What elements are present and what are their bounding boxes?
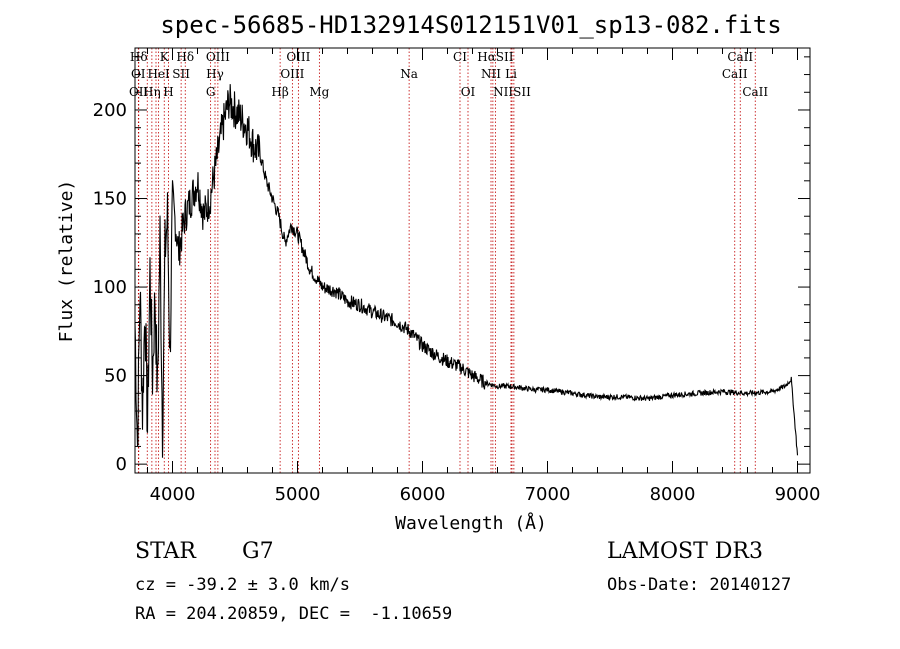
spectral-line-label: OIII <box>206 50 230 64</box>
object-class: STAR <box>135 539 196 564</box>
y-axis-label: Flux (relative) <box>56 180 77 343</box>
spectral-line-label: SII <box>172 67 190 81</box>
redshift-cz: cz = -39.2 ± 3.0 km/s <box>135 575 350 595</box>
spectral-line-label: HeI <box>147 67 170 81</box>
spectral-line-label: Na <box>400 67 418 81</box>
spectral-line-label: Hη <box>143 85 161 99</box>
spectral-line-label: CaII <box>742 85 768 99</box>
spectral-line-label: OI <box>461 85 476 99</box>
spectral-line-label: HαSII <box>477 50 514 64</box>
spectral-line-label: CI <box>453 50 467 64</box>
spectral-line-label: Hβ <box>271 85 288 99</box>
obs-date: Obs-Date: 20140127 <box>607 575 792 595</box>
y-tick-label: 200 <box>93 100 127 121</box>
y-tick-label: 150 <box>93 189 127 210</box>
survey-name: LAMOST DR3 <box>607 539 763 564</box>
x-tick-label: 5000 <box>275 484 321 505</box>
x-axis-label: Wavelength (Å) <box>395 512 547 534</box>
spectral-line-label: Hδ <box>176 50 194 64</box>
spectral-line-label: CaII <box>727 50 753 64</box>
spectral-line-label: NII <box>481 67 501 81</box>
spectral-line-label: NIISII <box>493 85 531 99</box>
chart-title: spec-56685-HD132914S012151V01_sp13-082.f… <box>160 11 781 39</box>
x-tick-label: 9000 <box>775 484 821 505</box>
ra-dec: RA = 204.20859, DEC = -1.10659 <box>135 604 453 624</box>
spectral-line-label: K <box>160 50 170 64</box>
flux-series-line <box>134 84 799 458</box>
spectral-line-label: Hγ <box>206 67 224 81</box>
y-tick-label: 0 <box>116 454 127 475</box>
x-tick-label: 8000 <box>650 484 696 505</box>
x-tick-label: 7000 <box>525 484 571 505</box>
object-subclass: G7 <box>242 539 274 564</box>
spectral-line-label: OIII <box>280 67 304 81</box>
y-tick-label: 100 <box>93 277 127 298</box>
x-tick-label: 6000 <box>400 484 446 505</box>
spectral-line-label: OIII <box>286 50 310 64</box>
y-tick-label: 50 <box>104 366 127 387</box>
x-tick-label: 4000 <box>150 484 196 505</box>
spectral-line-label: Mg <box>309 85 329 99</box>
spectral-line-label: Li <box>505 67 517 81</box>
spectral-line-label: H <box>163 85 173 99</box>
spectral-line-label: CaII <box>722 67 748 81</box>
spectral-line-label: OI <box>131 67 146 81</box>
spectral-line-label: G <box>206 85 216 99</box>
